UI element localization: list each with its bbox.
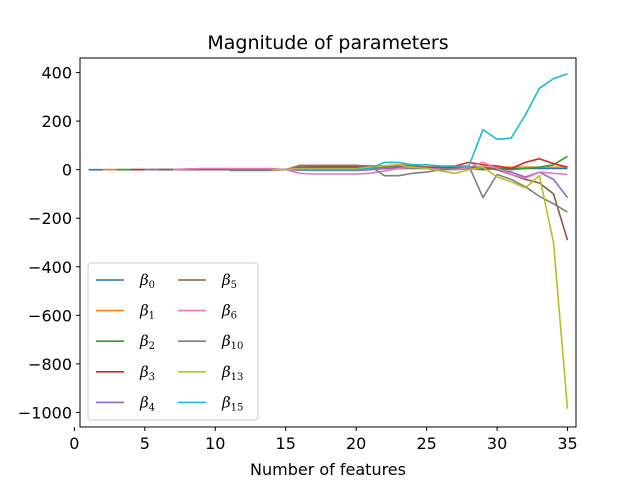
x-tick-label: 5 <box>140 434 150 453</box>
series-line-β6 <box>172 161 568 179</box>
legend-label: β10 <box>221 332 243 352</box>
x-tick-label: 20 <box>346 434 366 453</box>
series-line-β13 <box>271 164 569 409</box>
y-tick-label: −600 <box>28 306 72 325</box>
x-tick-label: 35 <box>557 434 577 453</box>
y-tick-label: 400 <box>41 64 72 83</box>
x-axis-label: Number of features <box>250 460 406 479</box>
y-tick-label: 200 <box>41 112 72 131</box>
legend: β0 β1 β2 β3 β4 β5 β6 β10 β13 β15 <box>87 262 259 421</box>
legend-label: β6 <box>221 302 237 322</box>
legend-label: β1 <box>139 302 155 322</box>
legend-label: β15 <box>221 393 243 413</box>
plot-frame <box>79 57 577 428</box>
legend-label: β5 <box>221 271 237 291</box>
legend-label: β0 <box>139 271 155 291</box>
x-tick-label: 15 <box>276 434 296 453</box>
x-axis-ticks: 0 5 10 15 20 25 30 35 <box>69 427 578 453</box>
x-tick-label: 30 <box>487 434 507 453</box>
y-tick-label: −800 <box>28 355 72 374</box>
y-tick-label: −1000 <box>18 403 72 422</box>
legend-box <box>87 262 259 421</box>
plot-lines <box>88 73 569 409</box>
x-tick-label: 0 <box>69 434 79 453</box>
legend-label: β2 <box>139 332 155 352</box>
y-tick-label: −400 <box>28 258 72 277</box>
legend-label: β13 <box>221 363 243 383</box>
y-tick-label: 0 <box>62 161 72 180</box>
series-line-β15 <box>299 73 568 171</box>
x-tick-label: 25 <box>416 434 436 453</box>
series-line-β10 <box>229 164 568 213</box>
x-tick-label: 10 <box>205 434 225 453</box>
chart-title: Magnitude of parameters <box>207 32 448 54</box>
y-tick-label: −200 <box>28 209 72 228</box>
legend-label: β4 <box>139 393 155 413</box>
y-axis-ticks: 400 200 0 −200 −400 −600 −800 −1000 <box>18 64 80 422</box>
legend-label: β3 <box>139 363 155 383</box>
